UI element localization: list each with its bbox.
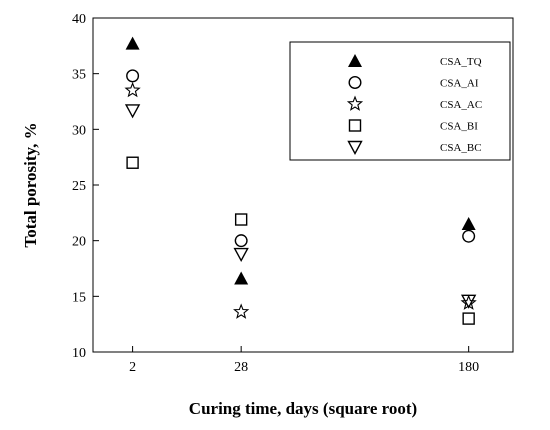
data-point-csa-tq — [125, 36, 140, 50]
data-point-csa-bi — [462, 312, 475, 325]
legend-label-csa-bc: CSA_BC — [440, 142, 482, 154]
y-tick-label: 40 — [72, 12, 86, 27]
y-tick-label: 15 — [72, 290, 86, 305]
y-tick-label: 10 — [72, 346, 86, 361]
data-point-csa-ai — [462, 229, 476, 243]
axis-ticks: 10 15 20 25 30 35 40 2 28 180 — [72, 12, 479, 375]
legend-label-csa-ac: CSA_AC — [440, 99, 482, 111]
data-point-csa-tq — [461, 216, 476, 230]
x-axis-title: Curing time, days (square root) — [189, 399, 417, 418]
y-tick-label: 30 — [72, 123, 86, 138]
legend-box — [289, 41, 511, 161]
data-point-csa-ac — [124, 81, 141, 98]
legend: CSA_TQ CSA_AI CSA_AC CSA_BI CSA_BC — [289, 41, 511, 161]
legend-marker-csa-tq — [348, 54, 362, 67]
legend-marker-csa-bi — [348, 119, 362, 132]
data-point-csa-ai — [234, 234, 248, 248]
data-point-csa-bi — [234, 213, 248, 226]
legend-label-csa-bi: CSA_BI — [440, 121, 478, 133]
y-tick-label: 20 — [72, 235, 86, 250]
legend-marker-csa-ac — [346, 95, 364, 111]
data-point-csa-bc — [124, 104, 141, 119]
legend-label-csa-tq: CSA_TQ — [440, 56, 482, 68]
data-point-csa-bc — [460, 294, 477, 309]
x-tick-label: 2 — [129, 360, 136, 375]
data-point-csa-ai — [126, 69, 140, 83]
data-point-csa-bc — [233, 247, 249, 262]
y-tick-label: 25 — [72, 179, 86, 194]
data-point-csa-tq — [234, 271, 249, 285]
data-markers — [124, 36, 477, 325]
data-point-csa-bi — [126, 156, 139, 169]
data-point-csa-ac — [233, 303, 250, 319]
y-axis-title: Total porosity, % — [21, 122, 40, 247]
legend-label-csa-ai: CSA_AI — [440, 78, 479, 90]
legend-marker-csa-bc — [347, 140, 363, 155]
x-tick-label: 28 — [234, 360, 248, 375]
y-tick-label: 35 — [72, 68, 86, 83]
legend-marker-csa-ai — [348, 75, 362, 89]
x-tick-label: 180 — [458, 360, 479, 375]
